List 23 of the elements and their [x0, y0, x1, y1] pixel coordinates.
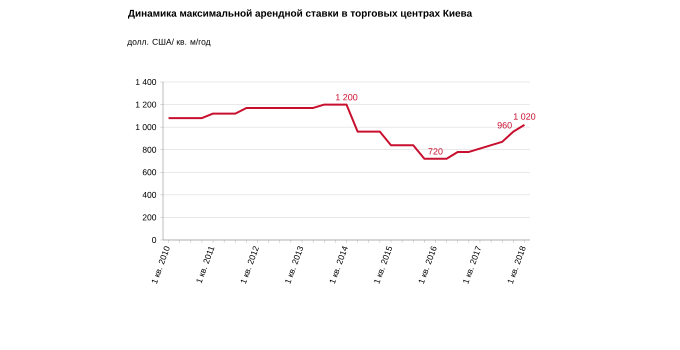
y-tick-label: 600 — [142, 169, 156, 176]
x-tick-label: 1 кв. 2014 — [330, 246, 348, 284]
y-axis-title: долл. США/ кв. м/год — [127, 38, 210, 46]
data-label: 720 — [428, 148, 443, 155]
x-tick-label: 1 кв. 2015 — [374, 246, 392, 284]
data-label: 1 200 — [336, 94, 358, 100]
y-tick-label: 200 — [142, 214, 156, 220]
x-tick-label: 1 кв. 2018 — [508, 246, 526, 284]
data-label: 1 020 — [514, 113, 536, 120]
y-tick-label: 1 000 — [136, 124, 156, 130]
data-label: 960 — [498, 122, 512, 128]
chart-title: Динамика максимальной арендной ставки в торговых центрах Киева — [128, 9, 472, 19]
y-tick-label: 1 400 — [136, 79, 156, 85]
x-tick-label: 1 кв. 2012 — [240, 246, 259, 284]
x-tick-label: 1 кв. 2010 — [152, 246, 170, 284]
x-tick-label: 1 кв. 2013 — [285, 246, 304, 284]
y-tick-label: 800 — [142, 146, 156, 153]
y-tick-label: 400 — [142, 192, 156, 198]
x-tick-label: 1 кв. 2017 — [463, 246, 481, 284]
y-tick-label: 1 200 — [136, 102, 156, 108]
y-tick-label: 0 — [152, 237, 156, 243]
x-tick-label: 1 кв. 2011 — [196, 247, 214, 284]
x-tick-label: 1 кв. 2016 — [418, 246, 436, 284]
